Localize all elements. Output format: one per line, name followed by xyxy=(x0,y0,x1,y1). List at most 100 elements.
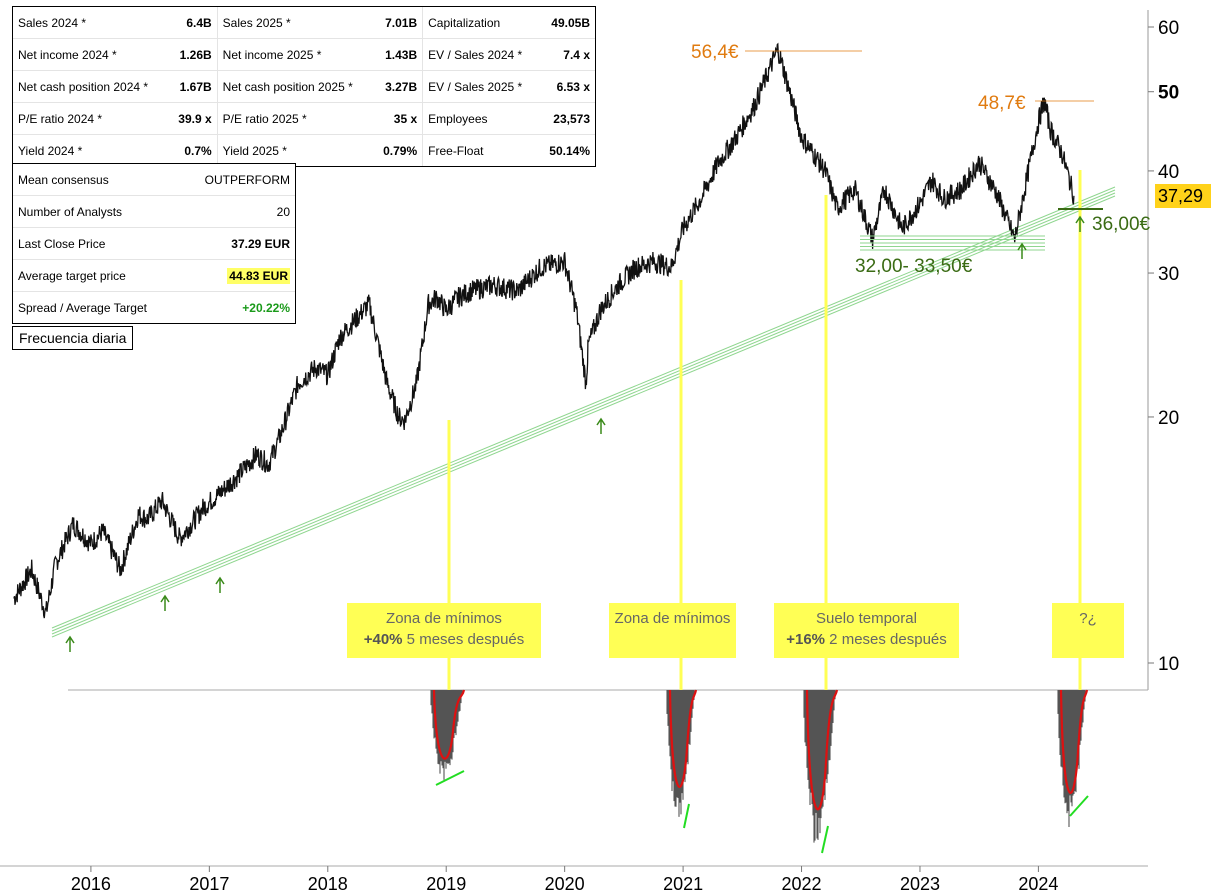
support-annotation: 32,00- 33,50€ xyxy=(855,256,973,277)
fundamentals-value: 35 x xyxy=(373,102,424,135)
fundamentals-row: Yield 2024 * 0.7% Yield 2025 * 0.79% Free-Fl… xyxy=(13,134,595,166)
zone-box-line1: ?¿ xyxy=(1079,610,1097,627)
oscillator-signal xyxy=(668,689,698,788)
fundamentals-value: 23,573 xyxy=(538,102,595,135)
support-arrow xyxy=(65,635,75,652)
price-line xyxy=(13,42,1075,619)
fundamentals-row: Sales 2024 * 6.4B Sales 2025 * 7.01B Capital… xyxy=(13,7,595,39)
x-tick-label: 2019 xyxy=(426,874,466,894)
fundamentals-value: 0.79% xyxy=(373,134,424,166)
zone-box-2020: Zona de mínimos xyxy=(609,603,736,658)
fundamentals-value: 39.9 x xyxy=(168,102,218,135)
fundamentals-label: Sales 2025 * xyxy=(217,7,374,39)
zone-box-line2: 2 meses después xyxy=(825,631,947,648)
price-series xyxy=(13,42,1075,619)
fundamentals-label: Net cash position 2024 * xyxy=(13,70,169,103)
x-tick-label: 2024 xyxy=(1018,874,1058,894)
zone-box-line1: Zona de mínimos xyxy=(386,610,502,627)
fundamentals-label: EV / Sales 2025 * xyxy=(422,70,539,103)
consensus-label: Spread / Average Target xyxy=(18,300,147,315)
consensus-row: Number of Analysts 20 xyxy=(13,195,295,228)
zone-box-line1: Suelo temporal xyxy=(816,610,917,627)
support-arrows xyxy=(65,215,1085,652)
support-arrow xyxy=(160,594,170,611)
fundamentals-value: 1.26B xyxy=(168,38,218,71)
trend-line xyxy=(51,186,1116,629)
oscillator-signal xyxy=(432,689,466,760)
fundamentals-label: Net income 2024 * xyxy=(13,38,169,71)
annotations: 56,4€ 48,7€ 32,00- 33,50€ 36,00€ xyxy=(691,42,1151,277)
consensus-row: Average target price 44.83 EUR xyxy=(13,259,295,292)
oscillator-signal xyxy=(1059,689,1089,794)
axes: 10 20 30 40 50 60 2016 2017 2018 2019 2020 2021 2022… xyxy=(71,18,1179,894)
oscillator-panel xyxy=(430,689,1089,854)
fundamentals-row: Net cash position 2024 * 1.67B Net cash po… xyxy=(13,70,595,103)
chart-frame xyxy=(0,10,1149,867)
consensus-value: 20 xyxy=(276,204,290,219)
x-tick-label: 2016 xyxy=(71,874,111,894)
y-tick-label: 10 xyxy=(1158,654,1179,675)
trend-line xyxy=(51,195,1116,638)
fundamentals-value: 6.4B xyxy=(168,7,218,39)
fundamentals-label: Sales 2024 * xyxy=(13,7,169,39)
zone-box-gain: +40% xyxy=(363,631,403,648)
fundamentals-value: 1.67B xyxy=(168,70,218,103)
y-tick-label: 40 xyxy=(1158,162,1179,183)
divergence-line xyxy=(435,770,465,786)
fundamentals-label: EV / Sales 2024 * xyxy=(422,38,539,71)
divergence-line xyxy=(683,803,690,829)
fundamentals-label: Net cash position 2025 * xyxy=(217,70,374,103)
consensus-label: Average target price xyxy=(13,259,181,292)
fundamentals-label: Capitalization xyxy=(422,7,539,39)
y-tick-label: 20 xyxy=(1158,408,1179,429)
consensus-row: Spread / Average Target +20.22% xyxy=(13,292,295,324)
x-tick-label: 2020 xyxy=(545,874,585,894)
fundamentals-label: Yield 2024 * xyxy=(18,143,83,158)
fundamentals-label: Net income 2025 * xyxy=(217,38,374,71)
divergence-line xyxy=(821,825,829,854)
consensus-value: 44.83 EUR xyxy=(227,267,290,284)
fundamentals-row: P/E ratio 2024 * 39.9 x P/E ratio 2025 * 35… xyxy=(13,102,595,135)
support-arrow xyxy=(596,417,606,434)
consensus-label: Number of Analysts xyxy=(13,195,181,228)
fundamentals-value: 1.43B xyxy=(373,38,424,71)
consensus-table: Mean consensus OUTPERFORM Number of Analys… xyxy=(12,163,296,324)
fundamentals-label: P/E ratio 2025 * xyxy=(217,102,374,135)
fundamentals-value: 7.4 x xyxy=(538,38,595,71)
fundamentals-label: Free-Float xyxy=(428,143,484,158)
support-arrow xyxy=(215,576,225,593)
consensus-value: 37.29 EUR xyxy=(231,236,290,251)
zone-box-line1: Zona de mínimos xyxy=(614,610,731,627)
oscillator-signal xyxy=(805,689,839,811)
x-tick-label: 2022 xyxy=(782,874,822,894)
support-arrow xyxy=(1017,242,1027,259)
y-tick-label: 50 xyxy=(1158,83,1179,104)
fundamentals-table: Sales 2024 * 6.4B Sales 2025 * 7.01B Capital… xyxy=(12,6,596,167)
zone-box-line2: 5 meses después xyxy=(402,631,525,648)
fundamentals-value: 50.14% xyxy=(549,143,590,158)
consensus-row: Last Close Price 37.29 EUR xyxy=(13,227,295,260)
consensus-label: Mean consensus xyxy=(13,164,181,196)
fundamentals-label: Yield 2025 * xyxy=(222,143,287,158)
zone-box-2024: ?¿ xyxy=(1052,603,1124,658)
consensus-label: Last Close Price xyxy=(13,227,181,260)
support-arrow xyxy=(1075,215,1085,232)
zone-box-2022: Suelo temporal +16% 2 meses después xyxy=(774,603,959,658)
fundamentals-label: P/E ratio 2024 * xyxy=(13,102,169,135)
fundamentals-value: 49.05B xyxy=(538,7,595,39)
trend-channel xyxy=(51,186,1116,638)
fundamentals-label: Employees xyxy=(422,102,539,135)
x-tick-label: 2017 xyxy=(189,874,229,894)
zone-box-gain: +16% xyxy=(786,631,826,648)
peak-annotation-56: 56,4€ xyxy=(691,42,739,63)
last-price-badge: 37,29 xyxy=(1155,184,1211,208)
consensus-row: Mean consensus OUTPERFORM xyxy=(13,164,295,196)
fundamentals-row: Net income 2024 * 1.26B Net income 2025 * 1… xyxy=(13,38,595,71)
x-tick-label: 2018 xyxy=(308,874,348,894)
zone-box-2018: Zona de mínimos +40% 5 meses después xyxy=(347,603,541,658)
fundamentals-value: 7.01B xyxy=(373,7,424,39)
consensus-value: OUTPERFORM xyxy=(204,172,290,187)
fundamentals-value: 0.7% xyxy=(168,134,218,166)
x-tick-label: 2023 xyxy=(900,874,940,894)
